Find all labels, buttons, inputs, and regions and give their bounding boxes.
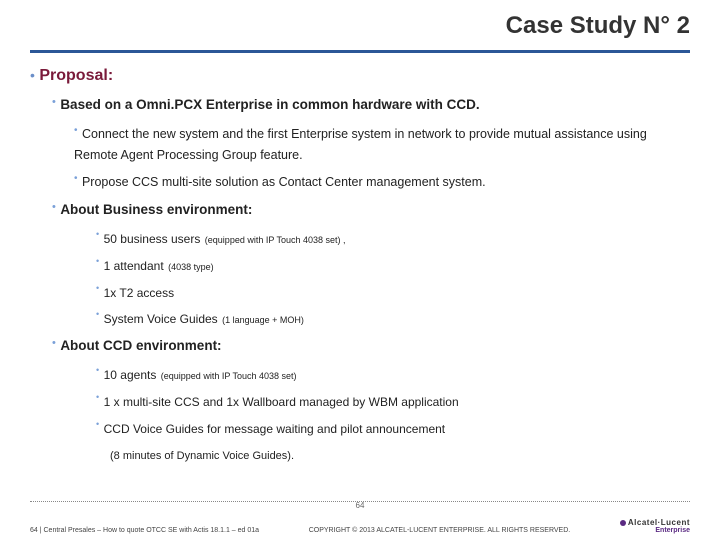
bullet-1-attendant: • 1 attendant (4038 type) (96, 256, 690, 277)
b4-text: System Voice Guides (104, 312, 218, 326)
logo-bottom: Enterprise (620, 527, 690, 534)
b2-note: (4038 type) (168, 262, 214, 272)
b1-text: 50 business users (104, 232, 201, 246)
about-ccd-text: About CCD environment: (60, 338, 221, 353)
bullet-icon: • (96, 419, 99, 429)
bullet-voice-guides: • System Voice Guides (1 language + MOH) (96, 309, 690, 330)
bullet-1xt2: • 1x T2 access (96, 283, 690, 304)
footer: 64 | Central Presales – How to quote OTC… (30, 518, 690, 534)
connect-text: Connect the new system and the first Ent… (74, 127, 647, 162)
logo-top: Alcatel·Lucent (620, 518, 690, 527)
footer-logo: Alcatel·Lucent Enterprise (620, 518, 690, 534)
footer-left: 64 | Central Presales – How to quote OTC… (30, 527, 259, 534)
bullet-proposal: • Proposal: (30, 67, 690, 85)
b1-note: (equipped with IP Touch 4038 set) , (205, 235, 346, 245)
b4-note: (1 language + MOH) (222, 315, 304, 325)
bullet-about-business: • About Business environment: (52, 200, 690, 221)
bullet-propose: • Propose CCS multi-site solution as Con… (74, 172, 690, 193)
bullet-based: • Based on a Omni.PCX Enterprise in comm… (52, 95, 690, 116)
b2-text: 1 attendant (104, 259, 164, 273)
slide-title: Case Study N° 2 (506, 12, 690, 40)
slide: Case Study N° 2 • Proposal: • Based on a… (0, 0, 720, 540)
bullet-icon: • (96, 283, 99, 293)
logo-dot-icon (620, 520, 626, 526)
bullet-icon: • (52, 201, 56, 213)
bullet-icon: • (30, 67, 35, 83)
proposal-label: Proposal: (39, 67, 113, 84)
bullet-icon: • (96, 365, 99, 375)
title-wrap: Case Study N° 2 (30, 0, 690, 46)
dotted-rule (30, 501, 690, 502)
c1-text: 10 agents (104, 368, 157, 382)
bullet-icon: • (96, 309, 99, 319)
bullet-icon: • (52, 337, 56, 349)
bullet-about-ccd: • About CCD environment: (52, 336, 690, 357)
bullet-icon: • (96, 392, 99, 402)
about-business-text: About Business environment: (60, 202, 252, 217)
bullet-icon: • (96, 229, 99, 239)
bullet-icon: • (52, 96, 56, 108)
b3-text: 1x T2 access (104, 286, 174, 300)
bullet-icon: • (96, 256, 99, 266)
bullet-50-users: • 50 business users (equipped with IP To… (96, 229, 690, 250)
based-text: Based on a Omni.PCX Enterprise in common… (60, 97, 479, 112)
title-rule (30, 50, 690, 53)
c3-text: CCD Voice Guides for message waiting and… (104, 422, 446, 436)
c2-text: 1 x multi-site CCS and 1x Wallboard mana… (104, 395, 459, 409)
c3-sub-text: (8 minutes of Dynamic Voice Guides). (110, 450, 294, 462)
bullet-10-agents: • 10 agents (equipped with IP Touch 4038… (96, 365, 690, 386)
logo-top-text: Alcatel·Lucent (628, 518, 690, 527)
bullet-icon: • (74, 125, 78, 136)
alcatel-lucent-logo: Alcatel·Lucent Enterprise (620, 518, 690, 534)
bullet-ccd-voice-guides: • CCD Voice Guides for message waiting a… (96, 419, 690, 440)
bullet-8-minutes: (8 minutes of Dynamic Voice Guides). (110, 445, 690, 466)
propose-text: Propose CCS multi-site solution as Conta… (82, 175, 486, 189)
bullet-icon: • (74, 173, 78, 184)
c1-note: (equipped with IP Touch 4038 set) (161, 371, 297, 381)
bullet-connect: • Connect the new system and the first E… (74, 124, 690, 166)
bullet-ccs-wallboard: • 1 x multi-site CCS and 1x Wallboard ma… (96, 392, 690, 413)
page-number: 64 (356, 501, 365, 510)
footer-copyright: COPYRIGHT © 2013 ALCATEL-LUCENT ENTERPRI… (259, 527, 620, 534)
